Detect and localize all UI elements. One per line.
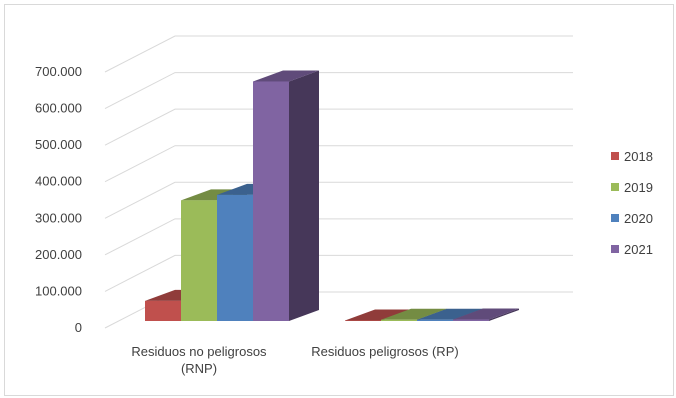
y-tick-label: 600.000 xyxy=(35,101,82,116)
legend-label: 2021 xyxy=(624,242,653,257)
y-tick-label: 0 xyxy=(75,320,82,335)
legend: 2018 2019 2020 2021 xyxy=(611,149,653,257)
legend-label: 2018 xyxy=(624,149,653,164)
y-tick-label: 100.000 xyxy=(35,283,82,298)
legend-swatch xyxy=(611,152,619,160)
category-labels: Residuos no peligrosos (RNP) Residuos peli… xyxy=(131,344,458,376)
bar-2021-1 xyxy=(453,308,519,321)
chart-frame xyxy=(4,4,674,396)
y-tick-label: 700.000 xyxy=(35,64,82,79)
legend-swatch xyxy=(611,245,619,253)
legend-label: 2019 xyxy=(624,180,653,195)
category-label: Residuos peligrosos (RP) xyxy=(311,344,458,359)
category-label: Residuos no peligrosos (RNP) xyxy=(131,344,267,376)
legend-label: 2020 xyxy=(624,211,653,226)
gridline xyxy=(104,181,573,219)
legend-swatch xyxy=(611,214,619,222)
y-tick-label: 400.000 xyxy=(35,174,82,189)
y-tick-label: 300.000 xyxy=(35,210,82,225)
y-tick-label: 200.000 xyxy=(35,247,82,262)
legend-swatch xyxy=(611,183,619,191)
gridline xyxy=(104,218,573,256)
y-tick-label: 500.000 xyxy=(35,137,82,152)
y-axis-ticks: 0 100.000 200.000 300.000 400.000 500.000 600.… xyxy=(35,64,82,335)
bar-2021-0 xyxy=(253,70,319,321)
gridline xyxy=(104,35,573,73)
legend-item-2018: 2018 xyxy=(611,149,653,164)
gridline xyxy=(104,72,573,110)
legend-item-2020: 2020 xyxy=(611,211,653,226)
gridlines xyxy=(104,35,573,329)
gridline xyxy=(104,254,573,292)
legend-item-2021: 2021 xyxy=(611,242,653,257)
legend-item-2019: 2019 xyxy=(611,180,653,195)
gridline xyxy=(104,145,573,183)
gridline xyxy=(104,108,573,146)
bars xyxy=(145,70,519,321)
